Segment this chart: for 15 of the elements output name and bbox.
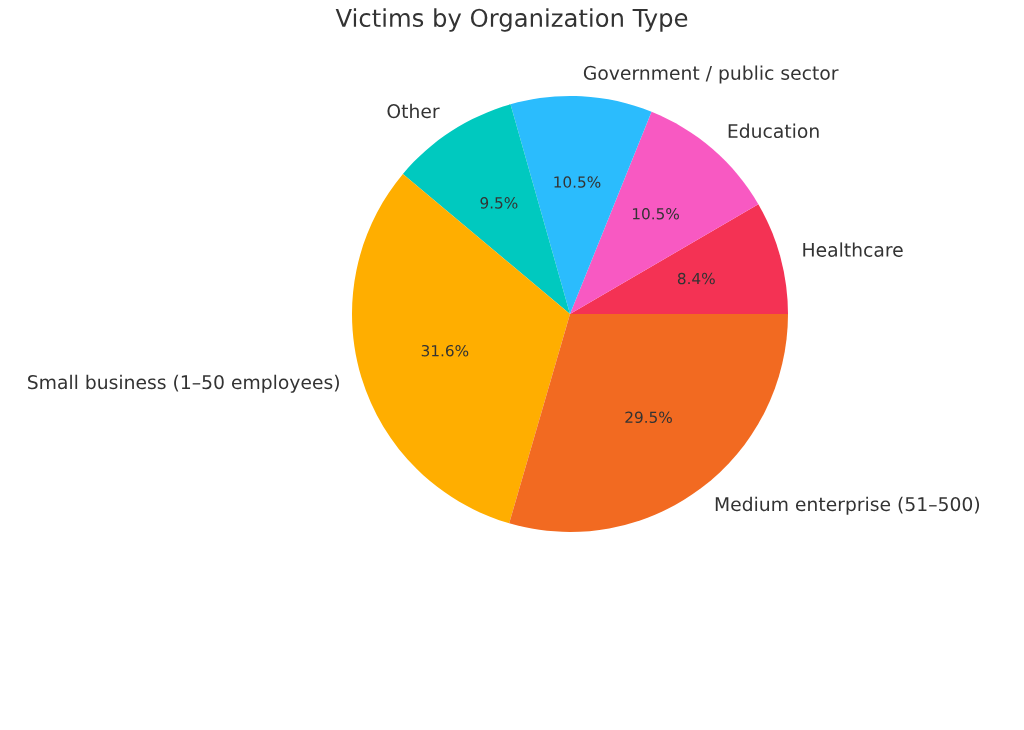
chart-title: Victims by Organization Type (335, 8, 688, 32)
data-label: 31.6% (421, 344, 469, 357)
pie-slice (570, 204, 788, 314)
slice-label: Medium enterprise (51–500) (715, 496, 980, 515)
pie-slice (509, 314, 788, 532)
data-label: 10.5% (632, 207, 679, 220)
data-label: 29.5% (625, 411, 672, 424)
slice-label: Other (387, 103, 440, 119)
slice-label: Government / public sector (583, 65, 839, 84)
data-label: 8.4% (677, 272, 715, 285)
slice-label: Healthcare (803, 242, 903, 257)
data-label: 9.5% (480, 197, 518, 209)
slice-label: Small business (1–50 employees) (28, 374, 339, 393)
data-label: 10.5% (554, 176, 601, 188)
slice-label: Education (728, 123, 819, 139)
